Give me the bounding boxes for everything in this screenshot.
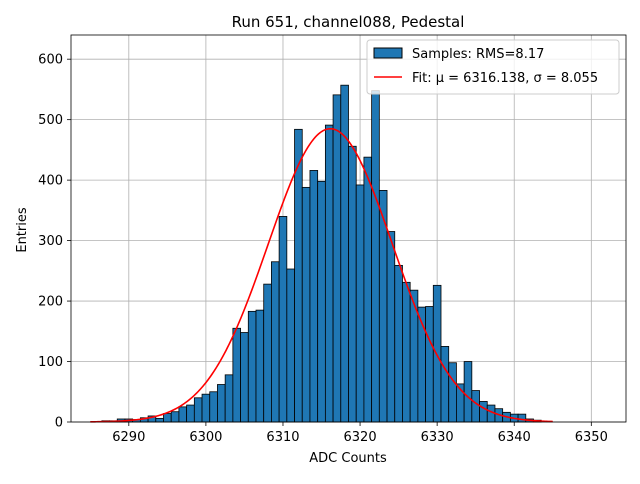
histogram-bar [193, 397, 203, 423]
y-tick-label: 400 [38, 174, 63, 189]
y-tick-label: 600 [38, 53, 63, 68]
histogram-bar [517, 413, 527, 423]
histogram-bar [247, 310, 257, 423]
plot-frame [70, 34, 627, 423]
histogram-bar [278, 216, 288, 423]
y-tick-label: 200 [38, 295, 63, 310]
y-tick-label: 100 [38, 355, 63, 370]
y-tick-label: 0 [55, 416, 63, 431]
legend-box [366, 39, 620, 95]
histogram-bar [232, 327, 241, 423]
histogram-bar [448, 362, 457, 423]
histogram-bar [224, 374, 234, 423]
legend-label-samples: Samples: RMS=8.17 [412, 47, 544, 62]
x-axis-ticks: 6290 6300 6310 6320 6330 6340 6350 [112, 422, 608, 445]
histogram-bar [440, 346, 450, 423]
gaussian-fit-curve [90, 127, 553, 423]
histogram-bar [163, 413, 172, 423]
histogram-bar [479, 401, 488, 423]
chart-title: Run 651, channel088, Pedestal [232, 13, 465, 31]
histogram-bar [463, 361, 473, 423]
histogram-bar [425, 306, 434, 423]
x-tick-label: 6310 [266, 430, 299, 445]
histogram-bar [240, 332, 249, 423]
x-axis-title: ADC Counts [309, 451, 387, 466]
histogram-bar [332, 94, 342, 423]
histogram-bar [355, 184, 365, 423]
histogram-bar [186, 404, 195, 423]
histogram-bar [324, 124, 334, 423]
histogram-bar [394, 264, 403, 423]
histogram-bar [286, 268, 295, 423]
histogram-bar [263, 283, 272, 423]
histogram-bar [201, 393, 211, 423]
histogram-bar [209, 391, 218, 423]
histogram-bar [294, 128, 303, 423]
x-tick-label: 6290 [112, 430, 145, 445]
x-tick-label: 6340 [498, 430, 531, 445]
histogram-bar [371, 90, 380, 423]
histogram-bar [255, 309, 265, 423]
y-axis-title: Entries [15, 207, 30, 253]
histogram-bar [271, 261, 280, 423]
histogram-bar [217, 384, 226, 423]
histogram-bar [309, 170, 319, 423]
y-tick-label: 500 [38, 113, 63, 128]
x-tick-label: 6330 [421, 430, 454, 445]
histogram-bar [386, 231, 396, 423]
x-tick-label: 6320 [344, 430, 377, 445]
legend-swatch-samples [373, 47, 403, 59]
fit-curve-layer [90, 127, 553, 423]
histogram-bar [348, 145, 357, 423]
y-tick-label: 300 [38, 234, 63, 249]
histogram-bar [317, 180, 326, 423]
legend: Samples: RMS=8.17 Fit: μ = 6316.138, σ =… [366, 39, 620, 95]
y-axis-ticks: 0 100 200 300 400 500 600 [38, 53, 71, 431]
histogram-bar [178, 406, 188, 423]
x-tick-label: 6350 [575, 430, 608, 445]
histogram-bar [170, 411, 180, 423]
x-tick-label: 6300 [189, 430, 222, 445]
histogram-bar [363, 156, 373, 423]
histogram-bar [301, 186, 311, 423]
histogram-bar [471, 390, 480, 423]
legend-label-fit: Fit: μ = 6316.138, σ = 8.055 [412, 71, 598, 86]
histogram-bar [155, 417, 164, 423]
histogram-bar [402, 281, 411, 423]
